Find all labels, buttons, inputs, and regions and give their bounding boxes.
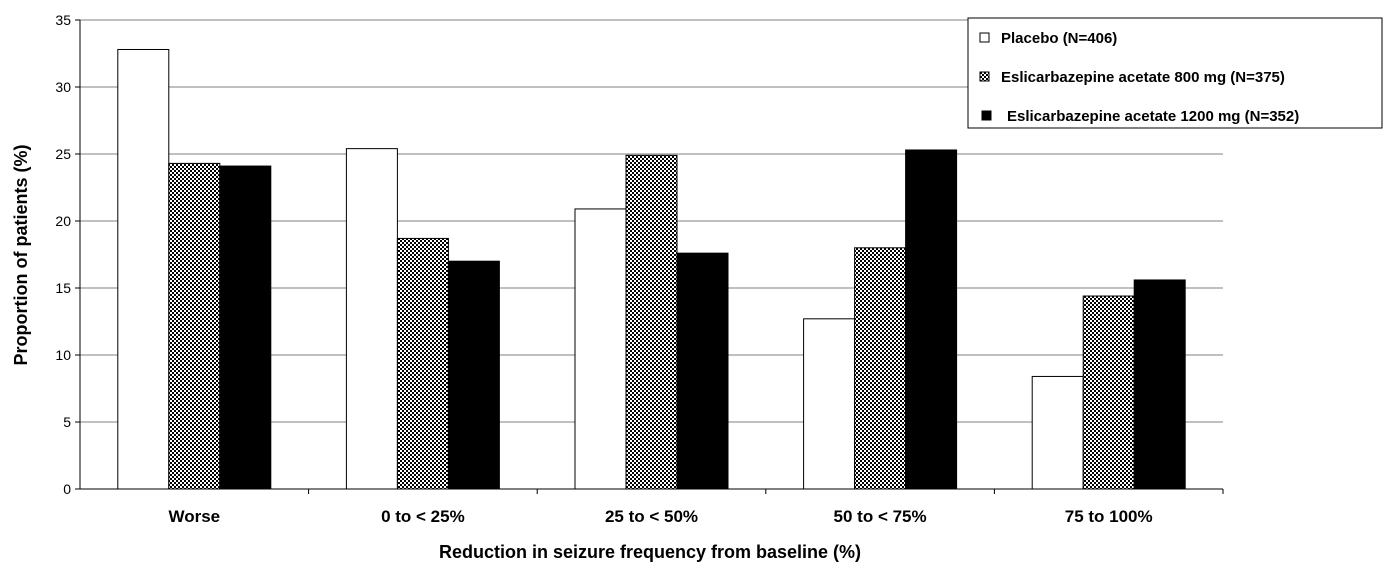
legend-swatch: [981, 110, 992, 121]
y-tick-label: 35: [55, 12, 71, 28]
bars: [117, 48, 1186, 490]
y-axis-ticks: 0 5 10 15 20 25 30 35: [55, 12, 80, 497]
bar: [854, 247, 907, 490]
bar: [447, 260, 500, 490]
x-axis-label: Reduction in seizure frequency from base…: [439, 542, 861, 562]
bar: [1133, 279, 1186, 490]
bar: [396, 237, 449, 490]
y-tick-label: 20: [55, 213, 71, 229]
legend-label: Eslicarbazepine acetate 1200 mg (N=352): [1007, 108, 1299, 125]
y-axis-label: Proportion of patients (%): [11, 145, 31, 366]
x-category-label: 50 to < 75%: [834, 507, 927, 526]
x-category-label: 0 to < 25%: [381, 507, 465, 526]
y-tick-label: 25: [55, 146, 71, 162]
legend-swatch: [979, 71, 990, 82]
bar: [345, 148, 398, 490]
legend-label: Placebo (N=406): [1001, 30, 1117, 47]
legend-label: Eslicarbazepine acetate 800 mg (N=375): [1001, 69, 1285, 86]
bar: [625, 154, 678, 490]
bar: [168, 162, 221, 490]
legend-box: [967, 17, 1383, 129]
x-axis-categories: Worse 0 to < 25% 25 to < 50% 50 to < 75% 75 …: [168, 507, 1152, 526]
x-category-label: 25 to < 50%: [605, 507, 698, 526]
x-category-label: 75 to 100%: [1065, 507, 1153, 526]
bar: [803, 318, 856, 490]
y-tick-label: 5: [63, 414, 71, 430]
bar: [905, 149, 958, 490]
bar: [574, 208, 627, 490]
y-tick-label: 30: [55, 79, 71, 95]
bar: [1031, 375, 1084, 490]
bar: [117, 48, 170, 490]
y-tick-label: 0: [63, 481, 71, 497]
legend: Placebo (N=406) Eslicarbazepine acetate 8…: [967, 17, 1383, 129]
x-category-label: Worse: [168, 507, 220, 526]
bar: [1082, 295, 1135, 490]
y-tick-label: 15: [55, 280, 71, 296]
bar: [219, 165, 272, 490]
bar: [676, 252, 729, 490]
legend-swatch: [979, 32, 990, 43]
y-tick-label: 10: [55, 347, 71, 363]
axes: [79, 20, 1224, 494]
